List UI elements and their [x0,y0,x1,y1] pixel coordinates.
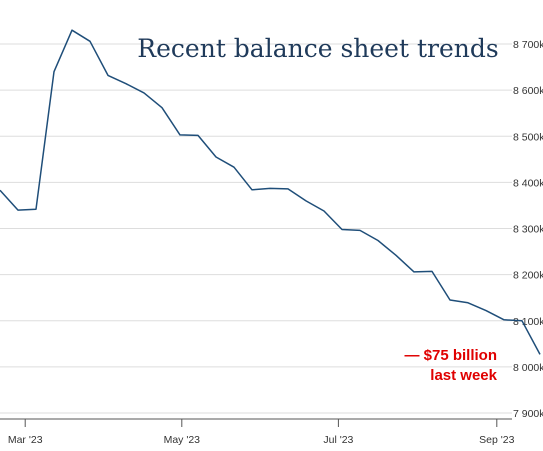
x-tick-label: Jul '23 [323,434,353,446]
y-tick-label: 8 100k [513,316,543,328]
y-tick-label: 8 000k [513,362,543,374]
series-line [0,29,541,355]
y-tick-label: 8 500k [513,131,543,143]
gridlines [0,43,512,414]
y-axis-ticks: 8 700k 8 600k 8 500k 8 400k 8 300k 8 200k 8 10… [513,39,543,420]
y-tick-label: 8 200k [513,270,543,282]
y-tick-label: 8 400k [513,177,543,189]
annotation-line1: — $75 billion [404,347,497,364]
y-tick-label: 8 700k [513,39,543,51]
annotation-line2: last week [430,367,497,384]
x-tick-label: Sep '23 [479,434,514,446]
x-axis-ticks: Mar '23 May '23 Jul '23 Sep '23 [8,419,515,446]
y-tick-label: 7 900k [513,408,543,420]
chart-title: Recent balance sheet trends [137,34,498,63]
x-tick-label: Mar '23 [8,434,43,446]
y-tick-label: 8 300k [513,224,543,236]
y-tick-label: 8 600k [513,85,543,97]
x-tick-label: May '23 [164,434,201,446]
